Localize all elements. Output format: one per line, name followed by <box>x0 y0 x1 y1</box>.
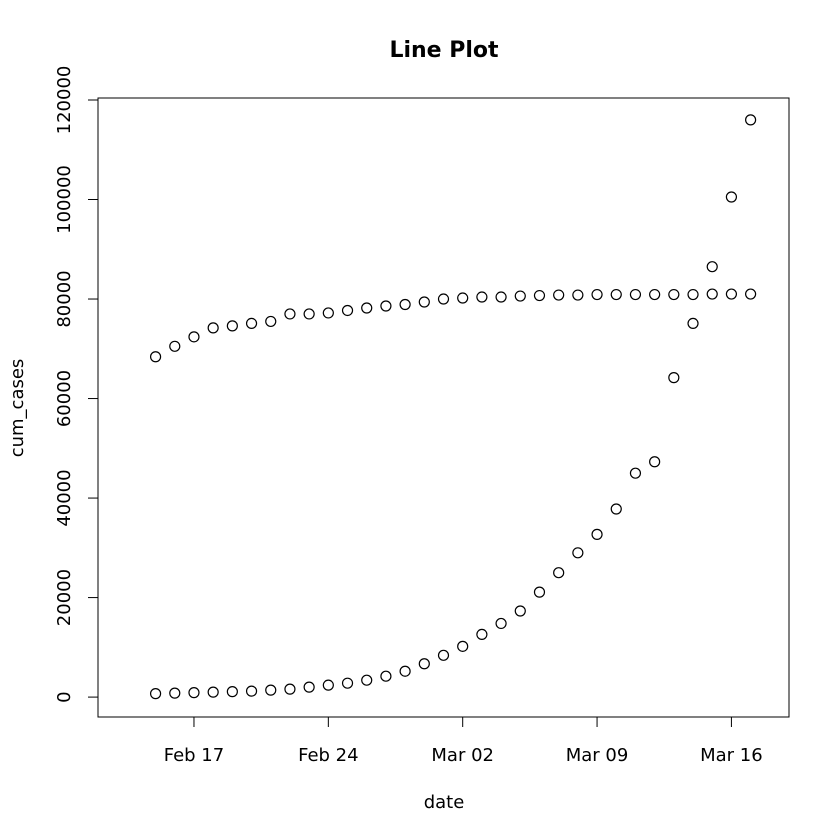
data-point <box>361 302 373 314</box>
y-tick-label: 40000 <box>54 469 75 526</box>
data-point <box>629 467 642 479</box>
x-tick-label: Mar 09 <box>566 745 629 766</box>
data-point <box>687 317 699 330</box>
data-point <box>341 304 354 317</box>
data-point <box>418 296 430 308</box>
data-point <box>226 320 238 332</box>
data-point <box>245 317 258 330</box>
data-point <box>687 288 699 301</box>
data-point <box>725 191 738 203</box>
data-point <box>514 290 526 302</box>
data-point <box>457 292 469 304</box>
x-tick-label: Feb 17 <box>164 745 225 766</box>
y-tick-label: 20000 <box>54 569 75 626</box>
y-tick-label: 0 <box>54 691 75 702</box>
data-point <box>476 628 488 641</box>
data-point <box>629 288 642 301</box>
data-point <box>284 683 296 695</box>
data-point <box>322 679 334 691</box>
data-point <box>533 586 546 598</box>
data-point <box>149 688 162 700</box>
data-point <box>322 307 334 319</box>
data-point <box>303 308 315 320</box>
data-point <box>188 331 200 343</box>
data-point <box>591 288 603 301</box>
data-point <box>188 687 200 699</box>
y-tick-label: 120000 <box>54 66 75 135</box>
data-point <box>610 503 622 515</box>
data-point <box>457 640 469 652</box>
y-axis: 0 20000 40000 60000 80000 100000 120000 <box>54 66 99 703</box>
y-tick-label: 60000 <box>54 370 75 427</box>
data-point <box>303 681 315 693</box>
data-point <box>495 291 507 303</box>
data-point <box>668 372 680 384</box>
data-point <box>610 288 622 301</box>
x-tick-label: Mar 16 <box>700 745 763 766</box>
data-point <box>533 289 546 302</box>
x-axis-label: date <box>424 792 465 813</box>
y-tick-label: 100000 <box>54 165 75 234</box>
data-point <box>745 114 757 126</box>
data-point <box>399 298 411 311</box>
data-point <box>265 684 277 696</box>
y-axis-label: cum_cases <box>7 359 28 458</box>
x-tick-label: Feb 24 <box>298 745 359 766</box>
chart-title: Line Plot <box>389 38 499 63</box>
data-point <box>514 605 526 617</box>
x-tick-label: Mar 02 <box>431 745 494 766</box>
data-points <box>149 114 757 700</box>
data-point <box>361 674 373 686</box>
data-point <box>437 293 450 305</box>
data-point <box>668 288 680 301</box>
data-point <box>706 261 718 273</box>
x-axis: Feb 17 Feb 24 Mar 02 Mar 09 Mar 16 <box>164 716 763 766</box>
data-point <box>265 315 277 328</box>
data-point <box>745 288 757 300</box>
plot-frame <box>97 97 790 718</box>
data-point <box>380 670 392 682</box>
data-point <box>725 288 738 300</box>
data-point <box>553 567 565 579</box>
data-point <box>207 686 219 698</box>
data-point <box>649 288 661 301</box>
data-point <box>169 340 181 352</box>
data-point <box>476 291 488 303</box>
data-point <box>245 685 258 697</box>
data-point <box>437 649 450 661</box>
data-point <box>341 677 354 689</box>
data-point <box>572 289 584 301</box>
data-point <box>495 617 507 630</box>
data-point <box>572 547 584 559</box>
data-point <box>591 528 603 540</box>
data-point <box>226 686 238 698</box>
data-point <box>284 308 296 320</box>
data-point <box>649 456 661 468</box>
data-point <box>418 658 430 670</box>
data-point <box>149 351 162 363</box>
data-point <box>706 288 718 300</box>
data-point <box>380 300 392 312</box>
data-point <box>399 665 411 677</box>
data-point <box>553 289 565 301</box>
y-tick-label: 80000 <box>54 270 75 327</box>
data-point <box>169 687 181 699</box>
data-point <box>207 322 219 334</box>
